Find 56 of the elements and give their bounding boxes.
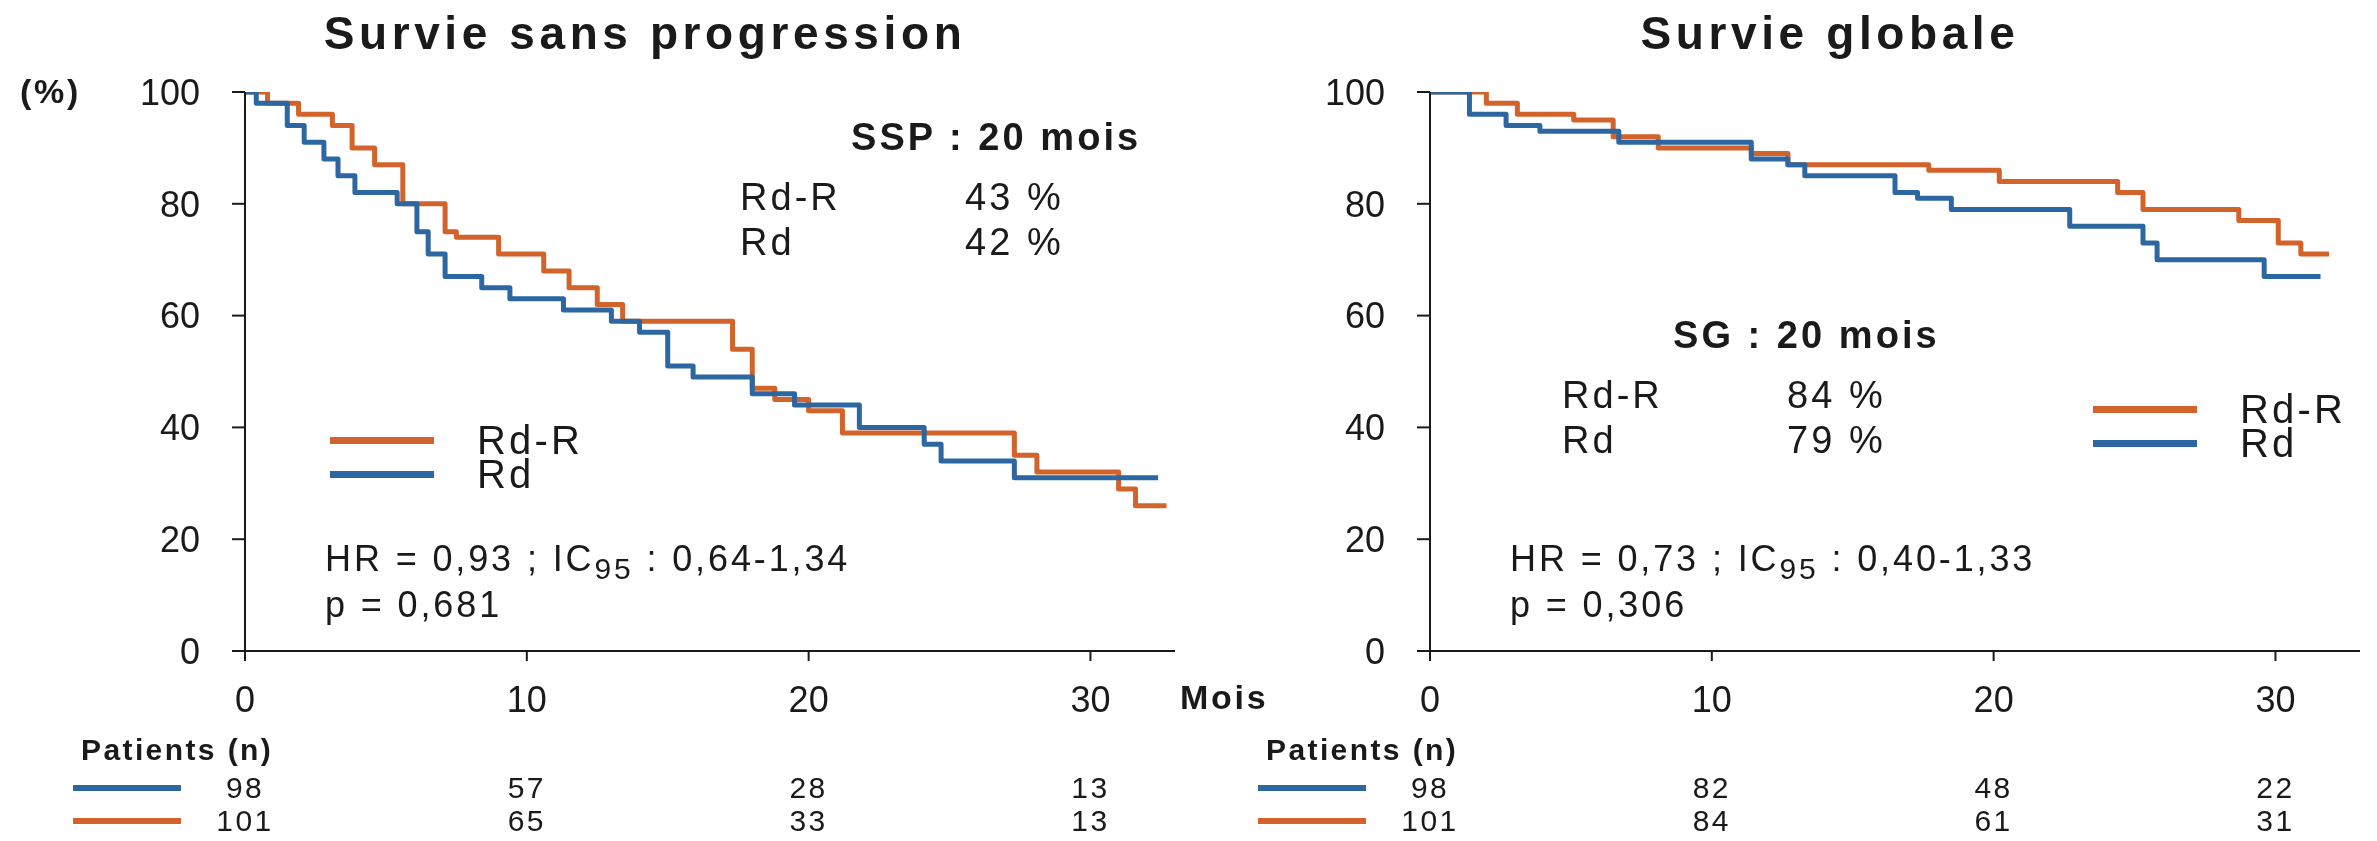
y-tick-label: 40	[1344, 407, 1385, 449]
chart-title: Survie sans progression	[323, 6, 967, 60]
annotation: HR = 0,93 ; IC$_{95}$ : 0,64-1,34	[325, 537, 851, 585]
text: 31	[2256, 803, 2295, 839]
x-axis-title: Mois	[1180, 678, 1269, 718]
text: 65	[507, 803, 546, 839]
annotation: Rd	[1562, 419, 1617, 463]
text: Patients (n)	[81, 732, 274, 768]
text: 84	[1692, 803, 1731, 839]
y-tick-label: 100	[139, 71, 200, 113]
text: 98	[225, 770, 265, 806]
annotation: SSP : 20 mois	[851, 116, 1142, 160]
text: 101	[216, 803, 274, 839]
annotation: p = 0,681	[325, 584, 503, 626]
text: 22	[2256, 770, 2295, 806]
annotation: HR = 0,73 ; IC$_{95}$ : 0,40-1,33	[1510, 537, 2036, 585]
x-tick-label: 10	[1691, 678, 1732, 720]
annotation: Rd-R	[740, 176, 841, 220]
annotation: Rd-R	[1562, 374, 1663, 418]
y-tick-label: 60	[1344, 295, 1385, 337]
text: Patients (n)	[1266, 732, 1459, 768]
x-tick-label: 30	[1070, 678, 1111, 720]
x-tick-label: 0	[1419, 678, 1441, 720]
y-tick-label: 80	[159, 183, 200, 225]
annotation: 79 %	[1787, 419, 1886, 463]
y-tick-label: 20	[159, 518, 200, 560]
annotation: SG : 20 mois	[1673, 314, 1940, 358]
text: 13	[1071, 770, 1110, 806]
annotation: 42 %	[965, 221, 1064, 265]
annotation: 84 %	[1787, 374, 1886, 418]
chart-title: Survie globale	[1640, 6, 2020, 60]
text: 101	[1401, 803, 1459, 839]
x-tick-label: 20	[788, 678, 829, 720]
x-tick-label: 30	[2255, 678, 2296, 720]
annotation: 43 %	[965, 176, 1064, 220]
text: 82	[1692, 770, 1731, 806]
y-tick-label: 40	[159, 407, 200, 449]
text: 48	[1974, 770, 2013, 806]
y-tick-label: 0	[179, 630, 200, 672]
text: 13	[1071, 803, 1110, 839]
text: 57	[507, 770, 546, 806]
y-tick-label: 20	[1344, 518, 1385, 560]
text: 61	[1974, 803, 2013, 839]
y-tick-label: 60	[159, 295, 200, 337]
x-tick-label: 10	[506, 678, 547, 720]
y-axis-title: (%)	[20, 72, 82, 112]
y-tick-label: 0	[1364, 630, 1385, 672]
text: 33	[789, 803, 828, 839]
x-tick-label: 0	[234, 678, 256, 720]
y-tick-label: 100	[1324, 71, 1385, 113]
annotation: p = 0,306	[1510, 584, 1688, 626]
x-tick-label: 20	[1973, 678, 2014, 720]
text: 98	[1410, 770, 1450, 806]
annotation: Rd	[740, 221, 795, 265]
text: 28	[789, 770, 828, 806]
y-tick-label: 80	[1344, 183, 1385, 225]
